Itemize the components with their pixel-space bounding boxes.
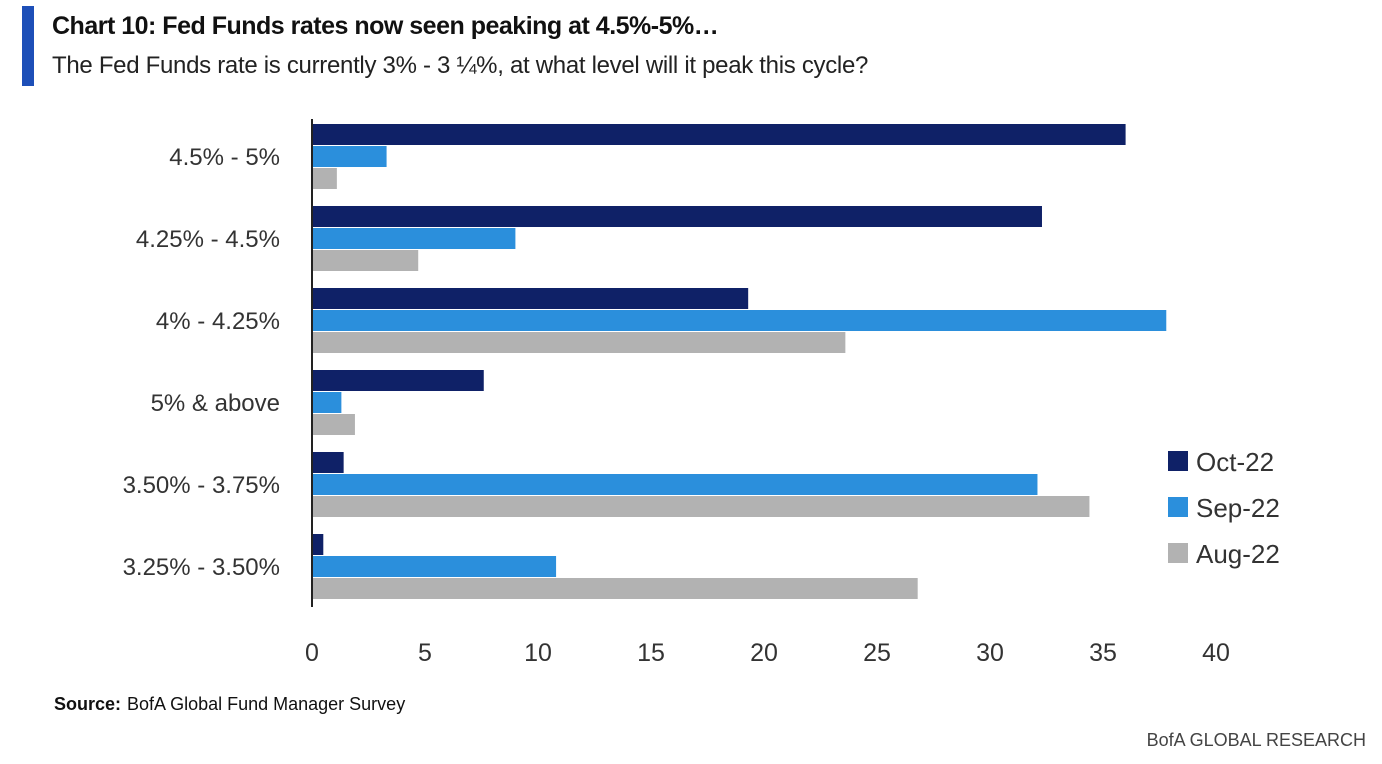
x-tick-label: 35	[1089, 639, 1117, 667]
title-accent-bar	[22, 6, 34, 86]
x-tick-label: 0	[305, 639, 319, 667]
bar-chart: 4.5% - 5% 4.25% - 4.5% 4% - 4.25% 5% & abov…	[123, 119, 1280, 667]
legend-label-aug-22: Aug-22	[1196, 539, 1280, 569]
legend-label-sep-22: Sep-22	[1196, 493, 1280, 523]
category-label: 3.50% - 3.75%	[123, 472, 280, 499]
legend-swatch-aug-22	[1168, 543, 1188, 563]
bar-aug-22-4	[312, 414, 355, 435]
bar-sep-22-6	[312, 556, 557, 577]
chart-subtitle: The Fed Funds rate is currently 3% - 3 ¼…	[52, 52, 869, 79]
legend-swatch-oct-22	[1168, 451, 1188, 471]
x-tick-label: 20	[750, 639, 778, 667]
x-tick-label: 5	[418, 639, 432, 667]
bar-aug-22-1	[312, 168, 337, 189]
brand-label: BofA GLOBAL RESEARCH	[1146, 730, 1366, 750]
bar-sep-22-1	[312, 146, 387, 167]
bar-sep-22-2	[312, 228, 516, 249]
category-label: 3.25% - 3.50%	[123, 554, 280, 581]
bar-oct-22-6	[312, 534, 324, 555]
bar-aug-22-3	[312, 332, 846, 353]
x-tick-label: 25	[863, 639, 891, 667]
x-tick-label: 15	[637, 639, 665, 667]
bar-oct-22-3	[312, 288, 749, 309]
category-label: 4.5% - 5%	[169, 144, 280, 171]
x-tick-label: 10	[524, 639, 552, 667]
bar-sep-22-4	[312, 392, 342, 413]
bar-oct-22-5	[312, 452, 344, 473]
x-tick-label: 30	[976, 639, 1004, 667]
legend-label-oct-22: Oct-22	[1196, 447, 1274, 477]
chart-title: Chart 10: Fed Funds rates now seen peaki…	[52, 12, 719, 40]
bar-oct-22-1	[312, 124, 1126, 145]
bar-aug-22-6	[312, 578, 918, 599]
bar-oct-22-4	[312, 370, 484, 391]
category-label: 4.25% - 4.5%	[136, 226, 280, 253]
bar-aug-22-2	[312, 250, 419, 271]
x-tick-label: 40	[1202, 639, 1230, 667]
bar-aug-22-5	[312, 496, 1090, 517]
source-label: Source:	[54, 694, 122, 714]
bar-sep-22-3	[312, 310, 1167, 331]
bar-oct-22-2	[312, 206, 1042, 227]
category-label: 4% - 4.25%	[156, 308, 280, 335]
source-text: BofA Global Fund Manager Survey	[127, 694, 406, 714]
category-label: 5% & above	[151, 390, 280, 417]
bar-sep-22-5	[312, 474, 1038, 495]
source-note: Source: BofA Global Fund Manager Survey	[54, 694, 405, 715]
legend-swatch-sep-22	[1168, 497, 1188, 517]
